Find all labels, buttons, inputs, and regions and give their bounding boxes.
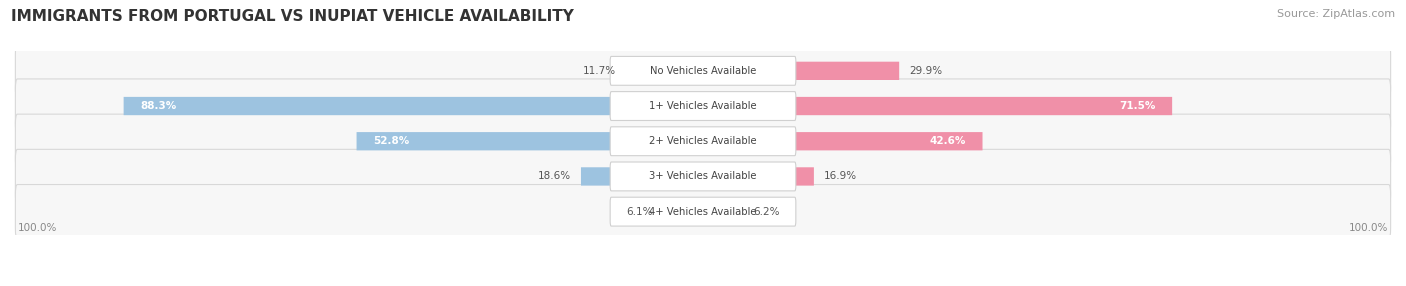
Text: 52.8%: 52.8% bbox=[373, 136, 409, 146]
FancyBboxPatch shape bbox=[703, 97, 1173, 115]
Text: 3+ Vehicles Available: 3+ Vehicles Available bbox=[650, 171, 756, 181]
FancyBboxPatch shape bbox=[15, 184, 1391, 239]
FancyBboxPatch shape bbox=[15, 79, 1391, 133]
FancyBboxPatch shape bbox=[15, 114, 1391, 168]
Text: Source: ZipAtlas.com: Source: ZipAtlas.com bbox=[1277, 9, 1395, 19]
FancyBboxPatch shape bbox=[703, 132, 983, 150]
FancyBboxPatch shape bbox=[626, 62, 703, 80]
Text: 100.0%: 100.0% bbox=[17, 223, 56, 233]
FancyBboxPatch shape bbox=[703, 202, 744, 221]
Text: 1+ Vehicles Available: 1+ Vehicles Available bbox=[650, 101, 756, 111]
Text: 18.6%: 18.6% bbox=[538, 171, 571, 181]
FancyBboxPatch shape bbox=[357, 132, 703, 150]
Text: 42.6%: 42.6% bbox=[929, 136, 966, 146]
FancyBboxPatch shape bbox=[703, 167, 814, 186]
FancyBboxPatch shape bbox=[15, 149, 1391, 204]
FancyBboxPatch shape bbox=[15, 44, 1391, 98]
Text: IMMIGRANTS FROM PORTUGAL VS INUPIAT VEHICLE AVAILABILITY: IMMIGRANTS FROM PORTUGAL VS INUPIAT VEHI… bbox=[11, 9, 574, 23]
FancyBboxPatch shape bbox=[703, 62, 900, 80]
Text: 71.5%: 71.5% bbox=[1119, 101, 1156, 111]
FancyBboxPatch shape bbox=[610, 56, 796, 85]
FancyBboxPatch shape bbox=[610, 92, 796, 120]
FancyBboxPatch shape bbox=[610, 197, 796, 226]
Text: 88.3%: 88.3% bbox=[141, 101, 176, 111]
Text: No Vehicles Available: No Vehicles Available bbox=[650, 66, 756, 76]
Text: 4+ Vehicles Available: 4+ Vehicles Available bbox=[650, 207, 756, 217]
Text: 6.2%: 6.2% bbox=[754, 207, 780, 217]
Text: 6.1%: 6.1% bbox=[627, 207, 654, 217]
Text: 100.0%: 100.0% bbox=[1350, 223, 1389, 233]
Text: 2+ Vehicles Available: 2+ Vehicles Available bbox=[650, 136, 756, 146]
FancyBboxPatch shape bbox=[610, 127, 796, 156]
Text: 29.9%: 29.9% bbox=[910, 66, 942, 76]
FancyBboxPatch shape bbox=[664, 202, 703, 221]
FancyBboxPatch shape bbox=[610, 162, 796, 191]
FancyBboxPatch shape bbox=[581, 167, 703, 186]
FancyBboxPatch shape bbox=[124, 97, 703, 115]
Text: 11.7%: 11.7% bbox=[583, 66, 616, 76]
Text: 16.9%: 16.9% bbox=[824, 171, 856, 181]
